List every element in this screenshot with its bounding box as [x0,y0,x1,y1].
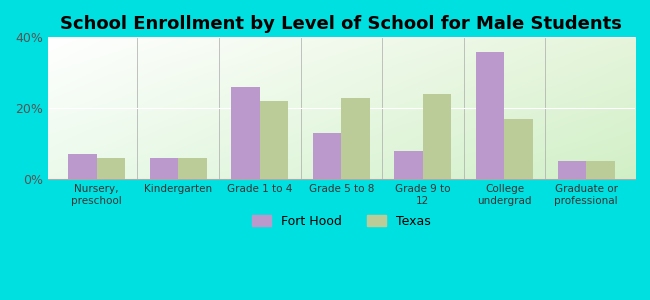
Bar [476,52,504,179]
Title: School Enrollment by Level of School for Male Students: School Enrollment by Level of School for… [60,15,622,33]
Bar [68,154,97,179]
Bar [341,98,370,179]
Bar [558,161,586,179]
Bar [150,158,178,179]
Bar [260,101,289,179]
Bar [423,94,452,179]
Bar [178,158,207,179]
Bar [395,151,423,179]
Bar [586,161,615,179]
Bar [231,87,260,179]
Bar [97,158,125,179]
Legend: Fort Hood, Texas: Fort Hood, Texas [247,210,436,232]
Bar [504,119,533,179]
Bar [313,133,341,179]
